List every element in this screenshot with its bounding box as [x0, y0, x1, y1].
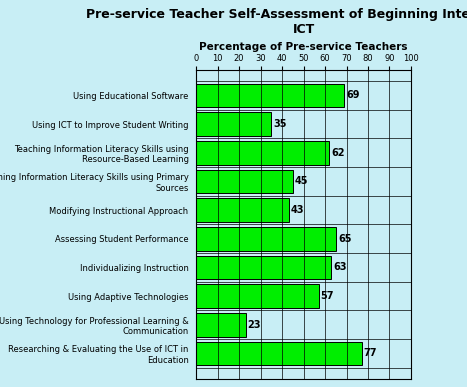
Text: 35: 35 — [274, 119, 287, 129]
Text: 69: 69 — [347, 91, 360, 101]
Text: 65: 65 — [338, 234, 352, 244]
Bar — [196, 170, 293, 193]
Text: 63: 63 — [333, 262, 347, 272]
Text: 43: 43 — [290, 205, 304, 215]
Bar — [196, 342, 361, 365]
Bar — [196, 141, 329, 164]
X-axis label: Percentage of Pre-service Teachers: Percentage of Pre-service Teachers — [199, 41, 408, 51]
Bar — [196, 284, 318, 308]
Bar — [196, 84, 344, 107]
Text: 57: 57 — [321, 291, 334, 301]
Bar — [196, 256, 332, 279]
Bar — [196, 227, 336, 250]
Text: 45: 45 — [295, 176, 309, 187]
Bar — [196, 199, 289, 222]
Text: 77: 77 — [364, 348, 377, 358]
Bar — [196, 112, 271, 136]
Text: 62: 62 — [332, 148, 345, 158]
Title: Pre-service Teacher Self-Assessment of Beginning Integrating
ICT: Pre-service Teacher Self-Assessment of B… — [86, 8, 467, 36]
Text: 23: 23 — [248, 320, 261, 330]
Bar — [196, 313, 246, 337]
